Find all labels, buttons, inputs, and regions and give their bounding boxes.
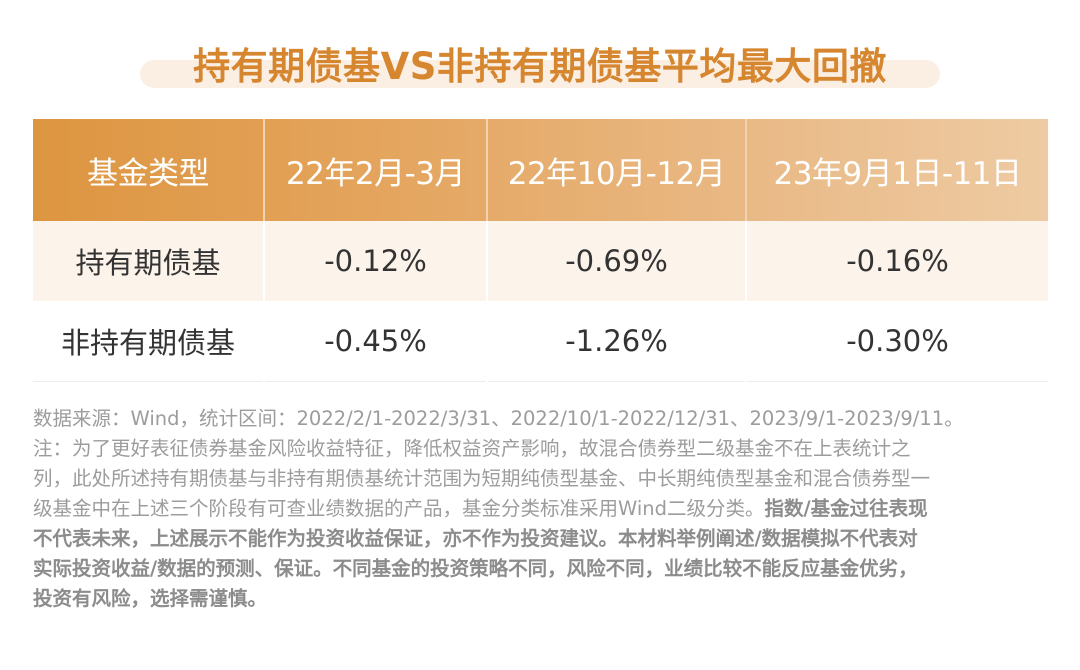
table-cell: -0.16% <box>745 221 1048 301</box>
row-label: 非持有期债基 <box>33 301 264 382</box>
data-source-note: 数据来源：Wind，统计区间：2022/2/1-2022/3/31、2022/1… <box>33 407 964 430</box>
header-fund-type: 基金类型 <box>87 155 210 192</box>
header-period-3: 23年9月1日-11日 <box>745 119 1048 221</box>
table-cell: -0.45% <box>263 301 487 382</box>
note-line: 级基金中在上述三个阶段有可查业绩数据的产品，基金分类标准采用Wind二级分类。指… <box>33 494 1053 524</box>
disclaimer-text: 指数/基金过往表现 <box>764 497 928 520</box>
disclaimer-line: 投资有风险，选择需谨慎。 <box>33 587 268 610</box>
note-line: 列，此处所述持有期债基与非持有期债基统计范围为短期纯债型基金、中长期纯债型基金和… <box>33 467 931 490</box>
table-header-row: 基金类型 22年2月-3月 22年10月-12月 23年9月1日-11日 <box>33 119 1048 221</box>
note-line: 注：为了更好表征债券基金风险收益特征，降低权益资产影响，故混合债券型二级基金不在… <box>33 437 911 460</box>
table-cell: -1.26% <box>486 301 746 382</box>
header-period-2: 22年10月-12月 <box>486 119 746 221</box>
drawdown-table: 基金类型 22年2月-3月 22年10月-12月 23年9月1日-11日 持有期… <box>33 119 1048 382</box>
table-cell: -0.12% <box>263 221 487 301</box>
row-label: 持有期债基 <box>33 221 264 301</box>
title-highlight <box>140 60 940 88</box>
table-cell: -0.30% <box>745 301 1048 382</box>
footnotes: 数据来源：Wind，统计区间：2022/2/1-2022/3/31、2022/1… <box>33 404 1053 614</box>
table-row: 持有期债基 -0.12% -0.69% -0.16% <box>33 221 1048 301</box>
title-banner: 持有期债基VS非持有期债基平均最大回撤 <box>140 34 940 92</box>
table-cell: -0.69% <box>486 221 746 301</box>
page-title: 持有期债基VS非持有期债基平均最大回撤 <box>193 45 887 88</box>
table-row: 非持有期债基 -0.45% -1.26% -0.30% <box>33 301 1048 382</box>
header-period-1: 22年2月-3月 <box>263 119 487 221</box>
note-text: 级基金中在上述三个阶段有可查业绩数据的产品，基金分类标准采用Wind二级分类。 <box>33 497 765 520</box>
disclaimer-line: 不代表未来，上述展示不能作为投资收益保证，亦不作为投资建议。本材料举例阐述/数据… <box>33 527 918 550</box>
disclaimer-line: 实际投资收益/数据的预测、保证。不同基金的投资策略不同，风险不同，业绩比较不能反… <box>33 557 918 580</box>
